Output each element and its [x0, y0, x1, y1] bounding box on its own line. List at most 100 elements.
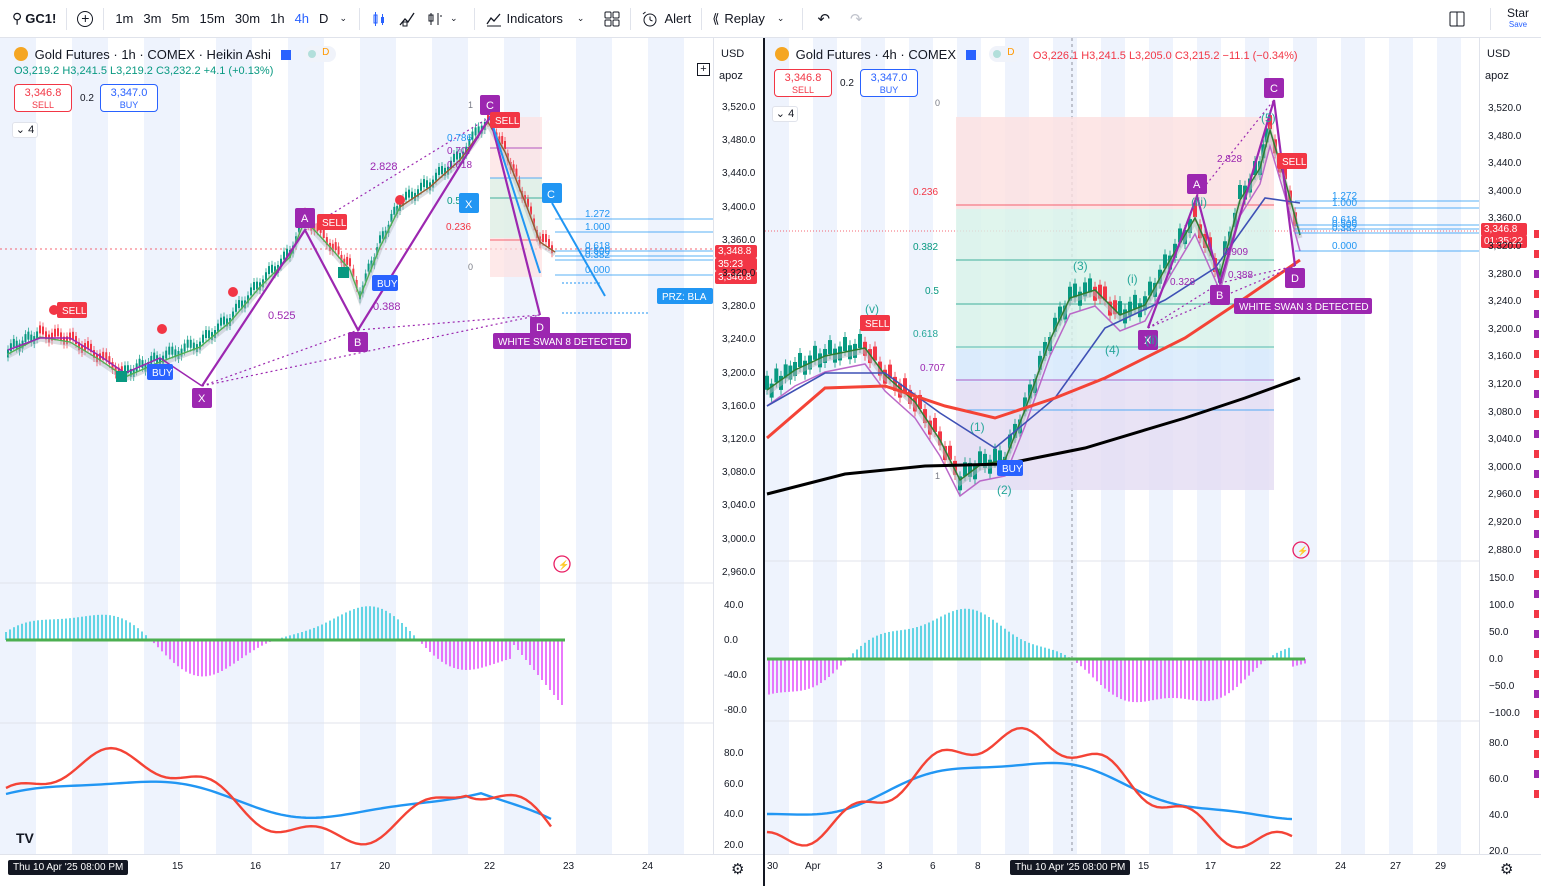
- buy-button[interactable]: 3,347.0 BUY: [100, 84, 158, 112]
- color-swatch[interactable]: [1534, 710, 1539, 718]
- undo-button[interactable]: ↶: [807, 0, 840, 38]
- candle-body: [271, 264, 273, 273]
- signal-sell-label: SELL: [495, 116, 520, 127]
- right-chart-pane[interactable]: 0 1 0.236 0.382 0.5 0.618 0.707 1.272 1.000 0.618…: [765, 38, 1541, 886]
- indicator-collapse-button[interactable]: ⌄ 4: [12, 122, 38, 138]
- chevron-down-icon[interactable]: ⌄: [339, 13, 347, 23]
- price-tick-label: 3,440.0: [722, 168, 756, 180]
- color-swatch[interactable]: [1534, 770, 1539, 778]
- color-swatch[interactable]: [1534, 250, 1539, 258]
- color-swatch[interactable]: [1534, 530, 1539, 538]
- color-swatch[interactable]: [1534, 630, 1539, 638]
- tf-15m[interactable]: 15m: [199, 11, 225, 26]
- signal-buy-label-bg: [997, 460, 1023, 476]
- candle-body: [355, 279, 358, 288]
- color-swatch[interactable]: [1534, 270, 1539, 278]
- chevron-down-icon[interactable]: ⌄: [576, 13, 585, 23]
- left-price-axis[interactable]: [713, 38, 763, 854]
- candle-body: [533, 218, 535, 227]
- chevron-down-icon[interactable]: ⌄: [776, 13, 785, 23]
- left-chart-pane[interactable]: 1.272 1.000 0.618 0.500 0.382 0.000 1 0 0.236 0.7…: [0, 38, 763, 886]
- sell-button[interactable]: 3,346.8 SELL: [774, 69, 832, 97]
- color-swatch[interactable]: [1534, 510, 1539, 518]
- color-swatch[interactable]: [1534, 450, 1539, 458]
- ma-line-red: [766, 258, 1301, 440]
- price-tick-label: 3,200.0: [1488, 323, 1522, 335]
- candle-body: [1193, 203, 1197, 218]
- right-time-axis[interactable]: [765, 854, 1541, 886]
- check-icon: [116, 371, 127, 382]
- symbol-search[interactable]: ⚲ GC1!: [0, 0, 62, 38]
- color-swatch[interactable]: [1534, 430, 1539, 438]
- color-swatch[interactable]: [1534, 390, 1539, 398]
- tf-1h[interactable]: 1h: [270, 11, 285, 26]
- fullscreen-panel-button[interactable]: [1428, 0, 1486, 38]
- color-swatch[interactable]: [1534, 290, 1539, 298]
- settings-gear-icon[interactable]: ⚙: [1500, 861, 1514, 878]
- color-swatch[interactable]: [1534, 310, 1539, 318]
- alert-label: Alert: [664, 11, 692, 26]
- ma-line-green: [766, 127, 1301, 482]
- layouts-button[interactable]: [598, 0, 626, 38]
- color-swatch[interactable]: [1534, 230, 1539, 238]
- buy-button[interactable]: 3,347.0 BUY: [860, 69, 918, 97]
- candle-body: [199, 341, 201, 350]
- indicator-collapse-button[interactable]: ⌄ 4: [772, 106, 798, 122]
- settings-gear-icon[interactable]: ⚙: [731, 861, 745, 878]
- color-swatch[interactable]: [1534, 650, 1539, 658]
- color-swatch[interactable]: [1534, 730, 1539, 738]
- candle-body: [322, 230, 325, 239]
- left-chart-canvas[interactable]: 1.2721.0000.6180.5000.3820.000100.2360.7…: [0, 38, 763, 886]
- replay-button[interactable]: ⟪ Replay ⌄: [706, 0, 798, 38]
- sell-button[interactable]: 3,346.8 SELL: [14, 84, 72, 112]
- flag-icon: [965, 50, 976, 60]
- redo-button[interactable]: ↷: [840, 0, 873, 38]
- indicators-button[interactable]: Indicators ⌄: [479, 0, 599, 38]
- chevron-down-icon[interactable]: ⌄: [449, 13, 458, 23]
- rsi-tick-label: 20.0: [1489, 846, 1509, 857]
- color-swatch[interactable]: [1534, 370, 1539, 378]
- white-swan-label: WHITE SWAN 8 DETECTED: [498, 337, 628, 348]
- tf-d[interactable]: D: [319, 11, 329, 26]
- chevron-down-icon: ⌄: [775, 108, 786, 120]
- line-chart-icon[interactable]: [398, 10, 416, 28]
- color-swatch[interactable]: [1534, 570, 1539, 578]
- bars-compare-icon[interactable]: [426, 10, 444, 28]
- color-swatch[interactable]: [1534, 610, 1539, 618]
- color-swatch[interactable]: [1534, 330, 1539, 338]
- color-swatch[interactable]: [1534, 350, 1539, 358]
- compare-add-button[interactable]: +: [71, 0, 99, 38]
- color-swatch[interactable]: [1534, 790, 1539, 798]
- currency-selector[interactable]: USD: [1487, 48, 1511, 60]
- color-swatch[interactable]: [1534, 670, 1539, 678]
- right-price-axis[interactable]: [1479, 38, 1529, 854]
- color-swatch[interactable]: [1534, 590, 1539, 598]
- right-chart-canvas[interactable]: 010.2360.3820.50.6180.7071.2721.0000.618…: [765, 38, 1541, 886]
- indicator-scale-selector[interactable]: apoz: [719, 70, 743, 82]
- color-swatch[interactable]: [1534, 490, 1539, 498]
- elliott-wave-label: (3): [1073, 259, 1088, 273]
- session-band: [0, 38, 36, 854]
- ratio-label: 0.388: [1228, 270, 1253, 281]
- color-swatch[interactable]: [1534, 690, 1539, 698]
- color-swatch[interactable]: [1534, 550, 1539, 558]
- color-swatch[interactable]: [1534, 470, 1539, 478]
- alert-button[interactable]: Alert: [635, 0, 697, 38]
- tf-1m[interactable]: 1m: [115, 11, 134, 26]
- color-swatch[interactable]: [1534, 750, 1539, 758]
- tf-5m[interactable]: 5m: [171, 11, 190, 26]
- tf-3m[interactable]: 3m: [143, 11, 162, 26]
- color-swatch[interactable]: [1534, 410, 1539, 418]
- candle-body: [1053, 317, 1057, 332]
- candles-icon[interactable]: [370, 10, 388, 28]
- indicator-scale-selector[interactable]: apoz: [1485, 70, 1509, 82]
- divider: [358, 7, 360, 30]
- add-scale-button[interactable]: +: [697, 63, 710, 76]
- fib-ext-label: 1.000: [1332, 198, 1357, 209]
- tf-30m[interactable]: 30m: [234, 11, 261, 26]
- tf-4h[interactable]: 4h: [294, 11, 310, 26]
- pane-divider[interactable]: [763, 38, 765, 886]
- currency-selector[interactable]: USD: [721, 48, 745, 60]
- save-layout-button[interactable]: Star Save: [1495, 0, 1541, 38]
- fib-label: 0.707: [447, 146, 472, 157]
